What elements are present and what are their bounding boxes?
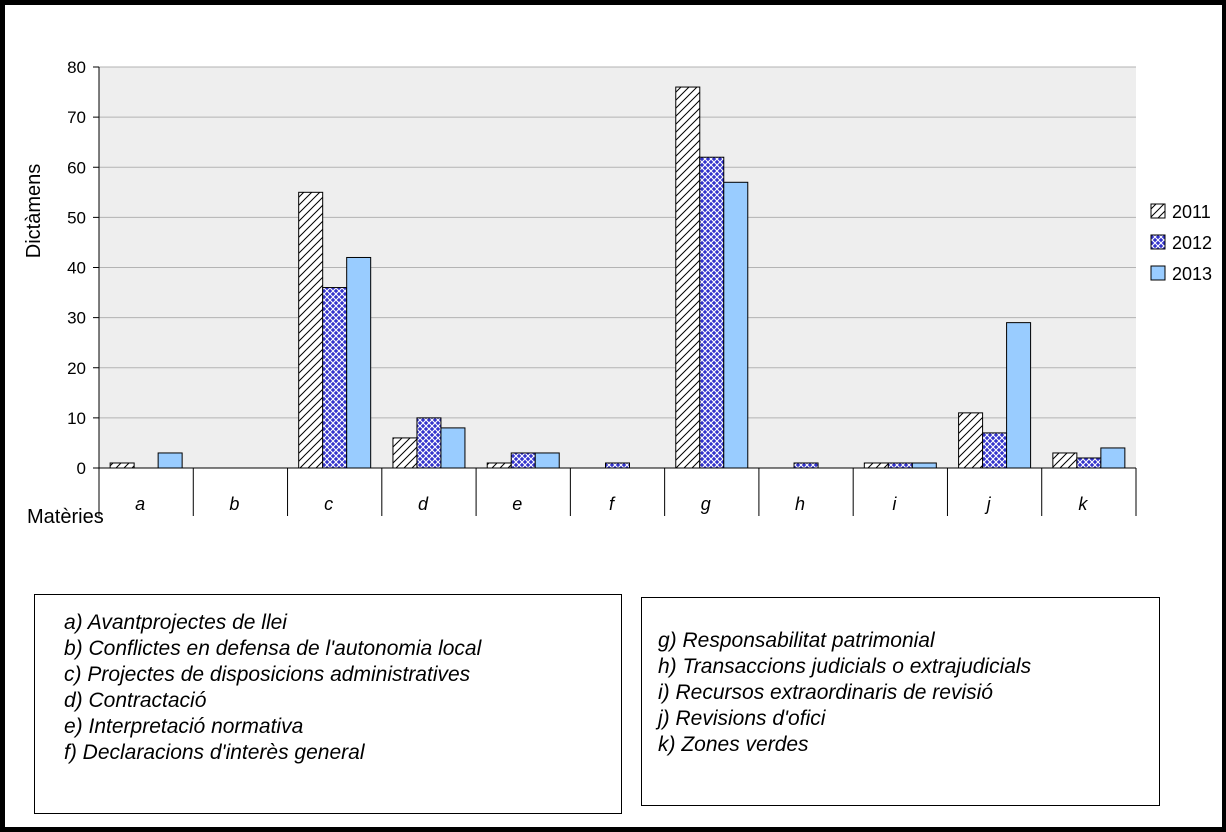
bar-2013-a [157,452,183,469]
legend-item-d: d) Contractació [64,689,207,712]
bar-2011-g [675,86,701,469]
bar-2013-j [1006,322,1032,469]
x-tick-label: j [984,494,992,514]
y-tick-label: 0 [77,459,86,478]
legend-label-2011: 2011 [1172,202,1211,222]
y-tick-label: 20 [67,359,86,378]
bar-2012-g [699,156,725,469]
category-legend-left: a) Avantprojectes de llei b) Conflictes … [34,594,622,814]
bar-2012-c [322,287,348,469]
x-tick-label: e [512,494,522,514]
y-tick-label: 50 [67,208,86,227]
bar-2011-e [486,462,512,469]
legend-label-2013: 2013 [1172,264,1212,284]
legend-item-e: e) Interpretació normativa [64,715,304,738]
x-tick-label: h [795,494,805,514]
legend-swatch-2012 [1150,234,1166,250]
bar-2011-j [958,412,984,469]
x-tick-label: f [609,494,616,514]
y-tick-label: 10 [67,409,86,428]
x-tick-label: a [135,494,145,514]
legend-item-f: f) Declaracions d'interès general [64,741,365,764]
legend-item-h: h) Transaccions judicials o extrajudicia… [658,655,1032,678]
bar-2013-e [534,452,560,469]
legend-swatch-2013 [1150,265,1166,281]
legend-item-c: c) Projectes de disposicions administrat… [64,663,471,686]
legend-item-a: a) Avantprojectes de llei [64,611,287,634]
bar-2013-k [1100,447,1126,469]
bar-2011-c [298,191,324,469]
y-tick-label: 60 [67,158,86,177]
x-tick-labels: a b c d e f g h i j k [98,468,1137,516]
legend-label-2012: 2012 [1172,233,1212,253]
bar-2012-e [510,452,536,469]
bar-2011-d [392,437,418,469]
x-tick-label: c [324,494,333,514]
x-tick-label: i [892,494,897,514]
y-tick-label: 70 [67,108,86,127]
category-legend-right: g) Responsabilitat patrimonial h) Transa… [641,597,1160,806]
legend-item-i: i) Recursos extraordinaris de revisió [658,681,993,704]
x-tick-label: b [229,494,239,514]
y-tick-label: 80 [67,58,86,77]
x-axis-title: Matèries [27,506,104,528]
legend-swatch-2011 [1150,203,1166,219]
bar-2013-d [440,427,466,469]
legend-item-g: g) Responsabilitat patrimonial [658,629,935,652]
legend-item-b: b) Conflictes en defensa de l'autonomia … [64,637,482,660]
bars [109,86,1126,469]
bar-2012-d [416,417,442,469]
legend-item-k: k) Zones verdes [658,733,809,756]
bar-2012-j [982,432,1008,469]
x-tick-label: k [1078,494,1088,514]
y-tick-label: 30 [67,309,86,328]
bar-2013-c [346,256,372,469]
series-legend: 2011 2012 2013 [1150,202,1212,284]
bar-2013-i [911,462,937,469]
bar-2012-i [887,462,913,469]
bar-2011-i [863,462,889,469]
gridlines [99,66,1136,419]
bar-2013-g [723,181,749,469]
bar-2012-f [605,462,630,469]
legend-item-j: j) Revisions d'ofici [658,707,826,730]
y-tick-labels: 0 10 20 30 40 50 60 70 80 [67,58,99,478]
bar-2012-k [1076,457,1102,469]
x-tick-label: g [701,494,711,514]
bar-2011-k [1052,452,1078,469]
bar-2011-a [109,462,135,469]
bar-2012-h [793,462,819,469]
y-tick-label: 40 [67,259,86,278]
y-axis-title: Dictàmens [23,164,45,258]
x-tick-label: d [418,494,429,514]
